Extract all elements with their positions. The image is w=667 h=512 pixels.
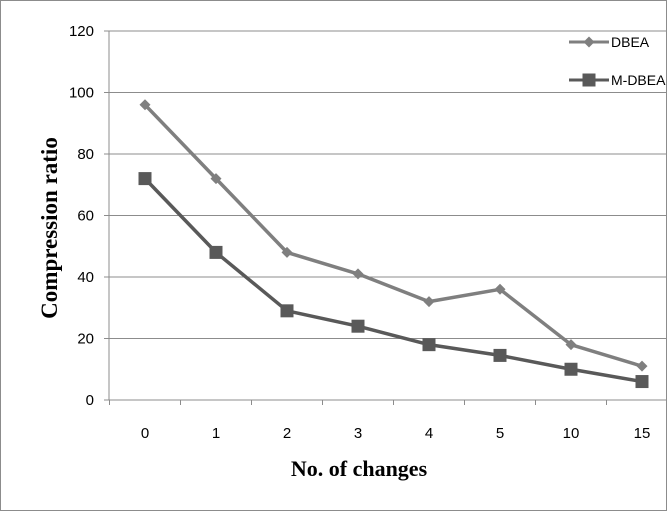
data-point bbox=[210, 173, 222, 185]
series-line bbox=[143, 103, 643, 368]
x-tick-label: 1 bbox=[212, 425, 220, 442]
y-tick-label: 60 bbox=[77, 208, 94, 225]
data-point bbox=[422, 338, 436, 352]
series-m-dbea bbox=[138, 172, 649, 389]
x-tick-label: 5 bbox=[496, 425, 504, 442]
legend-label: M-DBEA bbox=[611, 72, 666, 88]
data-point bbox=[565, 339, 577, 351]
x-tick-label: 2 bbox=[283, 425, 291, 442]
legend-label: DBEA bbox=[611, 34, 650, 50]
data-point bbox=[352, 268, 364, 280]
data-point bbox=[139, 99, 151, 111]
x-axis-title: No. of changes bbox=[291, 456, 428, 481]
x-tick-label: 3 bbox=[354, 425, 362, 442]
x-tick-label: 0 bbox=[141, 425, 149, 442]
y-tick-label: 20 bbox=[77, 331, 94, 348]
y-axis-title: Compression ratio bbox=[37, 137, 62, 319]
legend: DBEA M-DBEA bbox=[569, 34, 666, 88]
data-point bbox=[351, 319, 365, 333]
data-point bbox=[209, 245, 223, 259]
y-tick-label: 0 bbox=[86, 392, 94, 409]
y-tick-labels: 0 20 40 60 80 100 120 bbox=[69, 23, 94, 409]
legend-marker bbox=[582, 73, 596, 87]
x-tick-labels: 0 1 2 3 4 5 10 15 bbox=[141, 425, 651, 442]
axes bbox=[108, 31, 667, 401]
x-tick-label: 15 bbox=[634, 425, 651, 442]
series-dbea bbox=[139, 99, 648, 372]
y-tick-label: 120 bbox=[69, 23, 94, 40]
gridlines bbox=[104, 30, 667, 405]
x-tick-label: 4 bbox=[425, 425, 433, 442]
y-tick-label: 100 bbox=[69, 85, 94, 102]
x-tick-label: 10 bbox=[563, 425, 580, 442]
data-point bbox=[636, 360, 648, 372]
y-tick-label: 40 bbox=[77, 269, 94, 286]
series bbox=[138, 99, 649, 389]
data-point bbox=[138, 172, 152, 186]
data-point bbox=[635, 375, 649, 389]
data-point bbox=[280, 304, 294, 318]
data-point bbox=[564, 362, 578, 376]
data-point bbox=[493, 348, 507, 362]
legend-marker bbox=[583, 36, 595, 48]
series-line bbox=[143, 177, 643, 384]
y-tick-label: 80 bbox=[77, 146, 94, 163]
data-point bbox=[281, 246, 293, 258]
data-point bbox=[423, 296, 435, 308]
data-point bbox=[494, 283, 506, 295]
